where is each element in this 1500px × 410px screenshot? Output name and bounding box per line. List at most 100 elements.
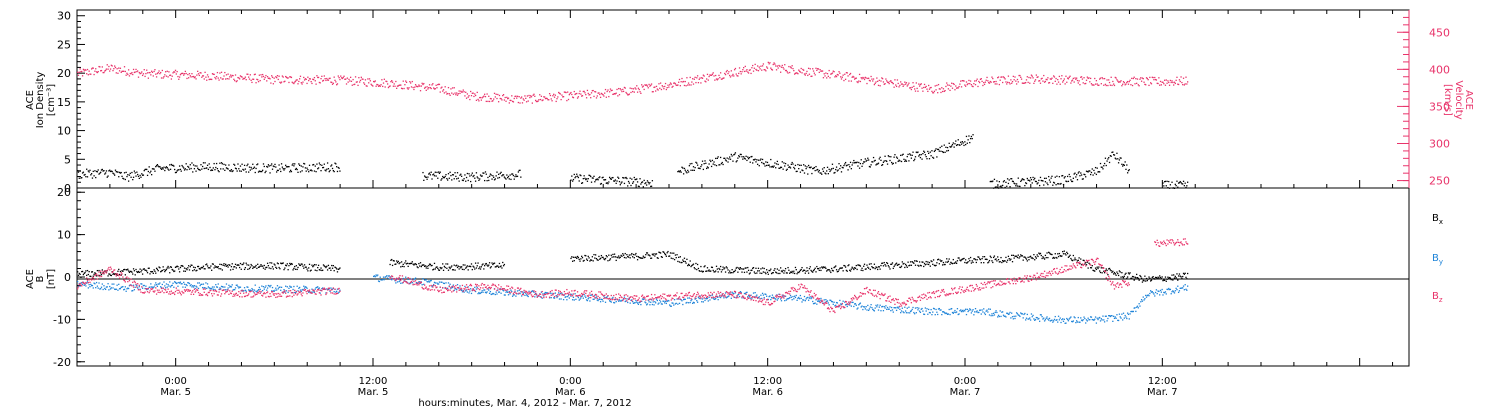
data-point bbox=[205, 282, 207, 284]
data-point bbox=[887, 155, 890, 157]
data-point bbox=[865, 77, 867, 79]
data-point bbox=[903, 312, 905, 314]
data-point bbox=[123, 288, 126, 291]
data-point bbox=[154, 170, 156, 172]
data-point bbox=[1103, 270, 1105, 272]
data-point bbox=[712, 72, 714, 74]
data-point bbox=[646, 252, 649, 254]
data-point bbox=[175, 266, 177, 268]
data-point bbox=[675, 302, 677, 305]
data-point bbox=[888, 82, 890, 85]
data-point bbox=[615, 259, 617, 262]
data-point bbox=[188, 77, 190, 79]
data-point bbox=[1007, 182, 1010, 185]
data-point bbox=[316, 286, 318, 289]
data-point bbox=[220, 168, 222, 170]
data-point bbox=[138, 177, 140, 180]
data-point bbox=[391, 258, 393, 261]
data-point bbox=[1022, 178, 1024, 181]
data-point bbox=[862, 162, 864, 165]
data-point bbox=[169, 164, 171, 166]
data-point bbox=[150, 170, 152, 172]
data-point bbox=[77, 280, 79, 283]
data-point bbox=[483, 172, 485, 174]
data-point bbox=[292, 82, 294, 84]
data-point bbox=[308, 290, 311, 293]
data-point bbox=[330, 81, 332, 83]
data-point bbox=[763, 163, 765, 165]
data-point bbox=[1107, 274, 1109, 276]
data-point bbox=[155, 76, 158, 78]
data-point bbox=[589, 300, 591, 302]
data-point bbox=[611, 89, 613, 92]
data-point bbox=[243, 290, 245, 292]
data-point bbox=[328, 267, 330, 269]
data-point bbox=[935, 148, 937, 150]
data-point bbox=[196, 269, 198, 272]
data-point bbox=[812, 271, 814, 273]
data-point bbox=[599, 298, 601, 301]
data-point bbox=[926, 88, 928, 90]
data-point bbox=[912, 151, 914, 153]
data-point bbox=[846, 72, 848, 74]
data-point bbox=[952, 142, 954, 144]
data-point bbox=[139, 268, 141, 270]
data-point bbox=[556, 296, 558, 299]
data-point bbox=[545, 292, 547, 294]
data-point bbox=[508, 102, 510, 104]
data-point bbox=[436, 171, 438, 174]
data-point bbox=[86, 282, 88, 284]
data-point bbox=[1089, 173, 1092, 176]
data-point bbox=[261, 285, 263, 287]
data-point bbox=[737, 157, 739, 159]
data-point bbox=[775, 69, 778, 71]
data-point bbox=[1078, 80, 1080, 82]
data-point bbox=[1058, 252, 1061, 255]
data-point bbox=[290, 170, 293, 173]
data-point bbox=[1038, 80, 1040, 82]
data-point bbox=[1122, 276, 1125, 279]
data-point bbox=[266, 266, 268, 269]
data-point bbox=[733, 270, 735, 273]
data-point bbox=[321, 75, 323, 77]
data-point bbox=[965, 262, 968, 264]
data-point bbox=[315, 264, 317, 266]
data-point bbox=[212, 73, 214, 75]
data-point bbox=[1185, 276, 1187, 279]
data-point bbox=[732, 160, 734, 162]
data-point bbox=[136, 271, 138, 273]
data-point bbox=[1020, 78, 1023, 80]
data-point bbox=[710, 165, 713, 168]
data-point bbox=[126, 72, 128, 74]
data-point bbox=[119, 270, 122, 273]
data-point bbox=[822, 170, 825, 173]
data-point bbox=[1104, 157, 1107, 159]
data-point bbox=[563, 91, 566, 93]
data-point bbox=[200, 267, 202, 269]
data-point bbox=[386, 83, 389, 85]
data-point bbox=[791, 270, 793, 273]
data-point bbox=[598, 92, 600, 94]
data-point bbox=[527, 100, 529, 102]
data-point bbox=[289, 171, 291, 173]
data-point bbox=[748, 296, 751, 298]
data-point bbox=[256, 291, 258, 293]
data-point bbox=[939, 88, 941, 90]
data-point bbox=[90, 174, 92, 176]
data-point bbox=[813, 72, 816, 74]
data-point bbox=[611, 177, 613, 179]
data-point bbox=[1011, 254, 1013, 257]
data-point bbox=[225, 283, 228, 285]
data-point bbox=[793, 168, 796, 170]
data-point bbox=[1141, 281, 1144, 283]
data-point bbox=[854, 303, 857, 305]
data-point bbox=[580, 93, 582, 95]
data-point bbox=[917, 151, 919, 153]
data-point bbox=[212, 288, 214, 290]
data-point bbox=[521, 291, 524, 293]
data-point bbox=[141, 74, 144, 77]
data-point bbox=[160, 71, 162, 74]
data-point bbox=[437, 83, 439, 86]
data-point bbox=[258, 286, 261, 289]
data-point bbox=[267, 77, 270, 80]
